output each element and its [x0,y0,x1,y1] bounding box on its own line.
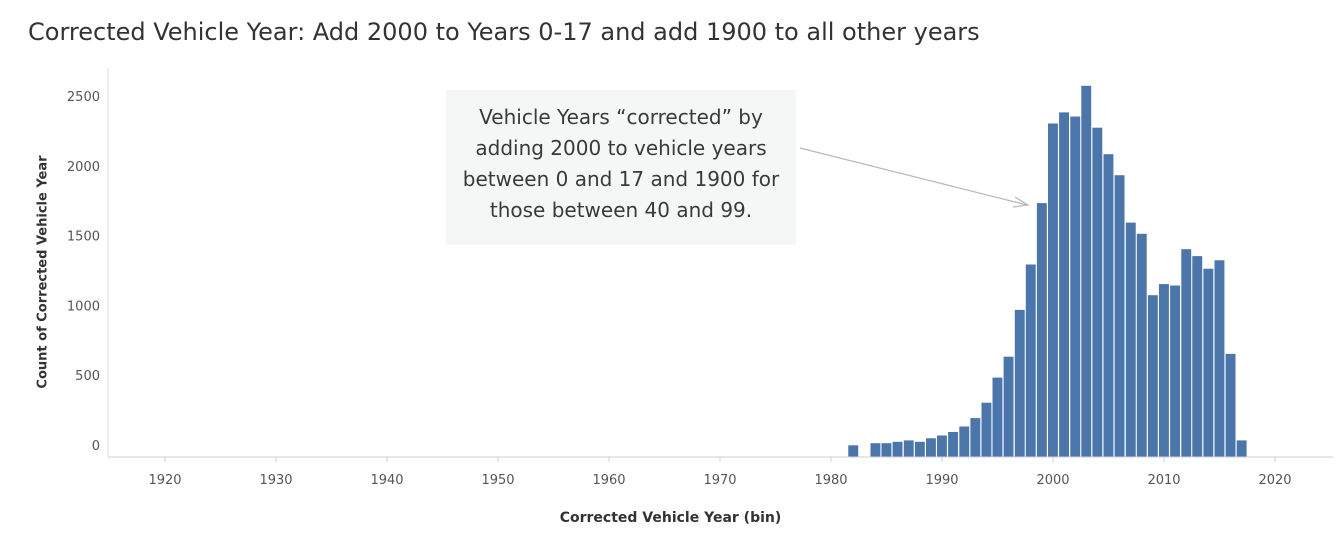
x-tick-label-1960: 1960 [592,473,625,488]
bar-1990 [937,435,947,457]
bar-2011 [1170,285,1180,457]
bar-1996 [1003,356,1014,457]
x-tick-label-1970: 1970 [703,473,736,488]
y-tick-label-0: 0 [92,439,100,454]
y-tick-label-1500: 1500 [67,230,100,245]
annotation-box: Vehicle Years “corrected” by adding 2000… [446,90,796,245]
bar-2009 [1147,295,1158,457]
y-tick-label-2500: 2500 [67,90,100,105]
x-tick-label-2020: 2020 [1258,473,1291,488]
bar-1986 [892,441,903,457]
bar-2008 [1136,233,1147,457]
x-tick-label-1990: 1990 [925,473,958,488]
bar-2004 [1092,127,1103,457]
bars-layer [848,85,1247,458]
bar-2001 [1059,112,1069,458]
bar-1994 [981,402,992,457]
bar-1991 [948,432,958,457]
bar-1985 [881,443,892,457]
bar-2013 [1192,256,1203,457]
bar-1982 [848,445,859,457]
x-ticks-layer: 1920 1930 1940 1950 1960 1970 1980 1990 2000 2010… [148,457,1292,488]
bar-1993 [970,418,981,457]
bar-2012 [1181,249,1192,457]
annotation-text: Vehicle Years “corrected” by adding 2000… [462,105,780,222]
bar-2014 [1203,268,1214,457]
bar-2005 [1103,154,1114,457]
bar-2010 [1159,284,1169,457]
x-tick-label-2010: 2010 [1147,473,1180,488]
x-tick-label-1940: 1940 [370,473,403,488]
bar-2003 [1081,85,1092,458]
bar-1999 [1036,203,1047,457]
bar-2016 [1225,353,1236,457]
y-tick-label-2000: 2000 [67,160,100,175]
y-tick-label-500: 500 [75,369,100,384]
bar-1997 [1014,309,1025,457]
y-ticks-layer: 0 500 1000 1500 2000 2500 [67,90,100,454]
bar-1995 [992,377,1003,457]
x-tick-label-1930: 1930 [259,473,292,488]
bar-2007 [1125,222,1136,457]
x-axis-label: Corrected Vehicle Year (bin) [559,510,782,526]
chart-title: Corrected Vehicle Year: Add 2000 to Year… [28,18,980,46]
bar-1988 [914,441,925,457]
x-tick-label-1950: 1950 [481,473,514,488]
x-tick-label-2000: 2000 [1036,473,1069,488]
y-tick-label-1000: 1000 [67,299,100,314]
annotation-arrow [799,147,1028,206]
bar-2000 [1048,123,1058,457]
y-axis-label: Count of Corrected Vehicle Year [35,155,51,389]
bar-2017 [1236,440,1247,457]
bar-1987 [903,440,914,457]
bar-1992 [959,426,970,457]
bar-2015 [1214,260,1225,457]
bar-1998 [1025,264,1036,457]
bar-1984 [870,443,881,457]
x-tick-label-1920: 1920 [148,473,181,488]
bar-2002 [1070,116,1081,457]
x-tick-label-1980: 1980 [814,473,847,488]
annotation-arrowhead [1012,196,1030,208]
bar-1989 [926,438,936,457]
bar-2006 [1114,175,1125,457]
